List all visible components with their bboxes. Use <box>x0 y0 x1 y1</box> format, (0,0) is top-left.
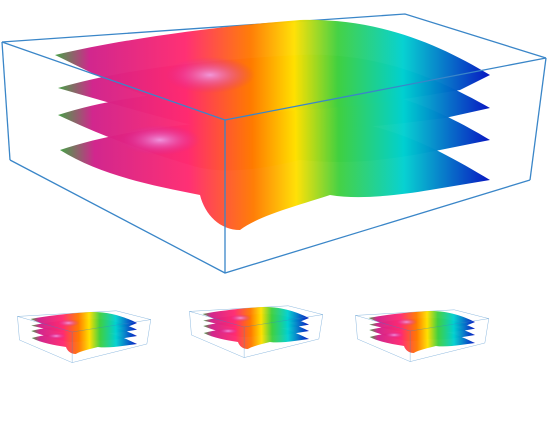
main-view <box>1 13 547 274</box>
thumbnail-view[interactable] <box>189 305 323 358</box>
thumbnail-view[interactable] <box>355 309 489 362</box>
thumbnail-view[interactable] <box>17 310 151 363</box>
